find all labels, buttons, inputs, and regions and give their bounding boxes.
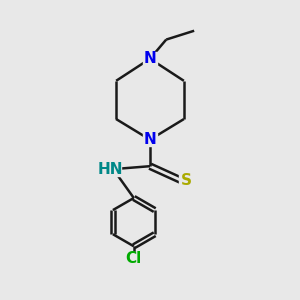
- Bar: [142, 52, 158, 65]
- Bar: [179, 174, 192, 188]
- Bar: [126, 252, 142, 265]
- Text: Cl: Cl: [126, 251, 142, 266]
- Bar: [142, 133, 158, 146]
- Bar: [99, 163, 122, 176]
- Text: N: N: [144, 51, 156, 66]
- Text: N: N: [144, 132, 156, 147]
- Text: S: S: [180, 173, 191, 188]
- Text: HN: HN: [98, 162, 123, 177]
